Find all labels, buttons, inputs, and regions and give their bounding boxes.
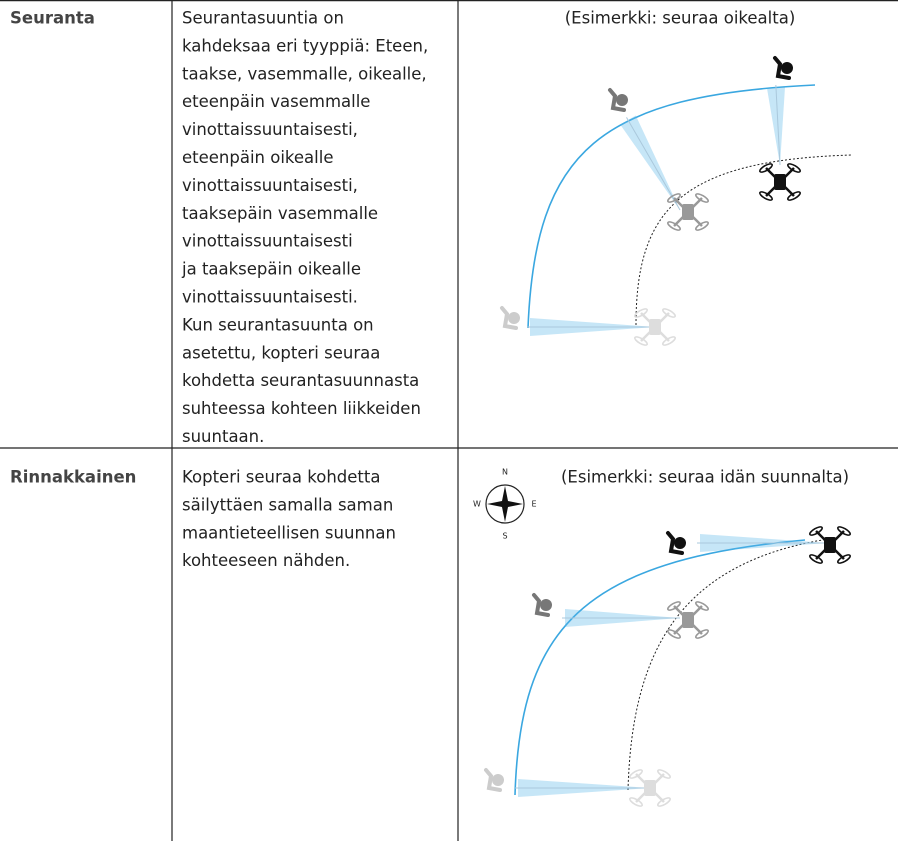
drone-rotor <box>667 193 681 203</box>
drone-rotor <box>809 554 823 564</box>
drone-rotor <box>634 336 648 346</box>
person <box>532 593 552 617</box>
drone-rotor <box>662 336 676 346</box>
description-line: Kun seurantasuunta on <box>182 315 374 334</box>
description-line: asetettu, kopteri seuraa <box>182 343 380 362</box>
description-line: eteenpäin vasemmalle <box>182 92 370 111</box>
drone-body <box>774 174 786 190</box>
drone-rotor <box>629 797 643 807</box>
drone-rotor <box>657 797 671 807</box>
caption: (Esimerkki: seuraa idän suunnalta) <box>561 468 849 487</box>
drone-rotor <box>787 191 801 201</box>
drone-body <box>824 537 836 553</box>
drone-rotor <box>695 193 709 203</box>
description-line: vinottaissuuntaisesti <box>182 232 353 251</box>
drone-rotor <box>695 629 709 639</box>
drone <box>809 526 851 564</box>
description-line: Kopteri seuraa kohdetta <box>182 468 380 487</box>
compass: N E S W <box>473 468 536 541</box>
drone <box>629 769 671 807</box>
compass-n: N <box>502 468 508 477</box>
drone-rotor <box>759 163 773 173</box>
icons <box>484 56 851 807</box>
person-head <box>492 774 504 786</box>
arrow <box>775 84 781 166</box>
person-body <box>773 56 791 80</box>
description-line: ja taaksepäin oikealle <box>181 260 361 279</box>
description-line: suhteessa kohteen liikkeiden <box>182 399 421 418</box>
compass-e: E <box>531 500 536 509</box>
person-head <box>540 599 552 611</box>
beam <box>620 115 680 210</box>
drone-rotor <box>837 554 851 564</box>
diagram <box>514 84 853 796</box>
drone-rotor <box>662 308 676 318</box>
description-line: kohdetta seurantasuunnasta <box>182 371 419 390</box>
person-body <box>666 531 684 555</box>
description-line: suuntaan. <box>182 427 264 446</box>
person-body <box>484 768 502 792</box>
compass-s: S <box>502 532 507 541</box>
person-body <box>532 593 550 617</box>
description-line: Seurantasuuntia on <box>182 9 344 28</box>
drone-body <box>682 204 694 220</box>
mode: Rinnakkainen <box>10 468 136 487</box>
compass-w: W <box>473 500 481 509</box>
description-line: kohteeseen nähden. <box>182 551 350 570</box>
person <box>608 88 628 112</box>
person <box>500 306 520 330</box>
drone-rotor <box>667 221 681 231</box>
mode: Seuranta <box>10 9 95 28</box>
drone-body <box>644 780 656 796</box>
drone-rotor <box>634 308 648 318</box>
person-head <box>674 537 686 549</box>
drone <box>667 601 709 639</box>
drone-rotor <box>695 221 709 231</box>
drone-rotor <box>629 769 643 779</box>
drone-rotor <box>759 191 773 201</box>
description-line: taakse, vasemmalle, oikealle, <box>182 64 427 83</box>
description-line: vinottaissuuntaisesti. <box>182 288 358 307</box>
drone <box>759 163 801 201</box>
description-line: säilyttäen samalla saman <box>182 495 393 514</box>
drone-rotor <box>837 526 851 536</box>
person <box>484 768 504 792</box>
drone-rotor <box>657 769 671 779</box>
drone-rotor <box>667 629 681 639</box>
person-body <box>608 88 626 112</box>
person-head <box>508 312 520 324</box>
description-line: vinottaissuuntaisesti, <box>182 176 358 195</box>
drone-body <box>682 612 694 628</box>
caption: (Esimerkki: seuraa oikealta) <box>565 9 796 28</box>
drone-rotor <box>667 601 681 611</box>
drone-rotor <box>695 601 709 611</box>
description-line: vinottaissuuntaisesti, <box>182 120 358 139</box>
description-line: kahdeksaa eri tyyppiä: Eteen, <box>182 36 428 55</box>
description-line: eteenpäin oikealle <box>182 148 333 167</box>
person-head <box>781 62 793 74</box>
arrow <box>626 117 681 211</box>
description-line: maantieteellisen suunnan <box>182 523 396 542</box>
drone-rotor <box>787 163 801 173</box>
person-head <box>616 94 628 106</box>
drone <box>634 308 676 346</box>
beam <box>767 87 785 165</box>
person-body <box>500 306 518 330</box>
drone-rotor <box>809 526 823 536</box>
person <box>773 56 793 80</box>
person <box>666 531 686 555</box>
drone-body <box>649 319 661 335</box>
description-line: taaksepäin vasemmalle <box>182 204 378 223</box>
drone <box>667 193 709 231</box>
